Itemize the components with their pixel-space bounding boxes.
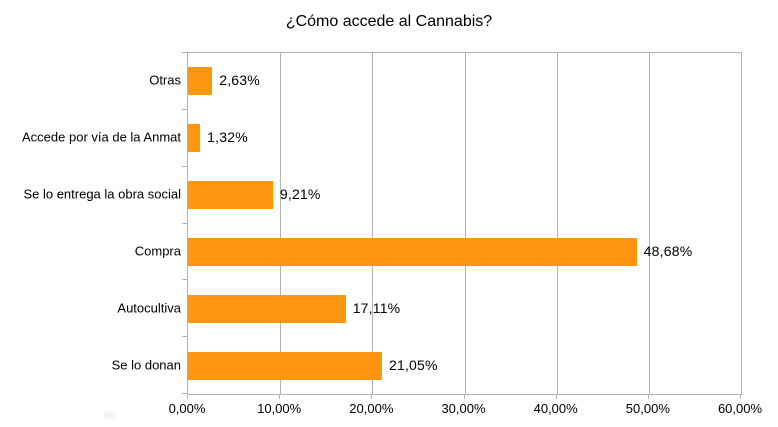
x-axis-tick <box>647 394 649 399</box>
category-label: Autocultiva <box>117 300 181 316</box>
category-label: Se lo donan <box>111 357 181 373</box>
bar-value-label: 2,63% <box>219 72 260 89</box>
category-label: Se lo entrega la obra social <box>23 186 181 202</box>
category-label: Compra <box>134 243 181 259</box>
bar-value-label: 9,21% <box>279 186 321 203</box>
y-axis-tick <box>182 336 187 338</box>
bar <box>188 294 346 323</box>
gridline <box>648 53 650 394</box>
bar <box>188 181 273 210</box>
x-axis-tick <box>740 394 741 399</box>
x-axis-tick-label: 0,00% <box>168 401 206 416</box>
x-axis-tick-label: 20,00% <box>349 401 394 416</box>
plot-area <box>187 52 742 395</box>
x-axis-tick-label: 10,00% <box>257 401 302 416</box>
category-label: Otras <box>149 72 181 88</box>
x-axis-tick <box>187 394 188 399</box>
category-label: Accede por vía de la Anmat <box>22 129 181 145</box>
x-axis-tick <box>555 394 557 399</box>
gridline <box>280 53 282 394</box>
y-axis-tick <box>182 108 187 110</box>
y-axis-tick <box>182 165 187 167</box>
y-axis-tick <box>182 222 187 224</box>
y-axis-tick <box>182 279 187 281</box>
y-axis-tick <box>182 52 187 53</box>
chart-title: ¿Cómo accede al Cannabis? <box>285 13 493 30</box>
x-axis-tick-label: 50,00% <box>625 401 670 416</box>
bar <box>188 351 382 380</box>
bar <box>188 237 637 266</box>
bar-value-label: 1,32% <box>207 129 248 146</box>
bar-value-label: 21,05% <box>389 356 438 373</box>
x-axis-tick-label: 30,00% <box>441 401 486 416</box>
artifact-smudge <box>100 410 118 421</box>
bar-value-label: 48,68% <box>643 242 693 259</box>
bar <box>188 67 213 96</box>
gridline <box>372 53 374 394</box>
x-axis-tick <box>371 394 373 399</box>
x-axis-tick-label: 60,00% <box>717 401 763 416</box>
bar-value-label: 17,11% <box>352 299 401 316</box>
x-axis-tick <box>463 394 465 399</box>
x-axis-tick-label: 40,00% <box>533 401 578 416</box>
bar <box>188 124 201 153</box>
gridline <box>464 53 466 394</box>
gridline <box>556 53 558 394</box>
x-axis-tick <box>279 394 281 399</box>
y-axis-tick <box>182 393 187 394</box>
